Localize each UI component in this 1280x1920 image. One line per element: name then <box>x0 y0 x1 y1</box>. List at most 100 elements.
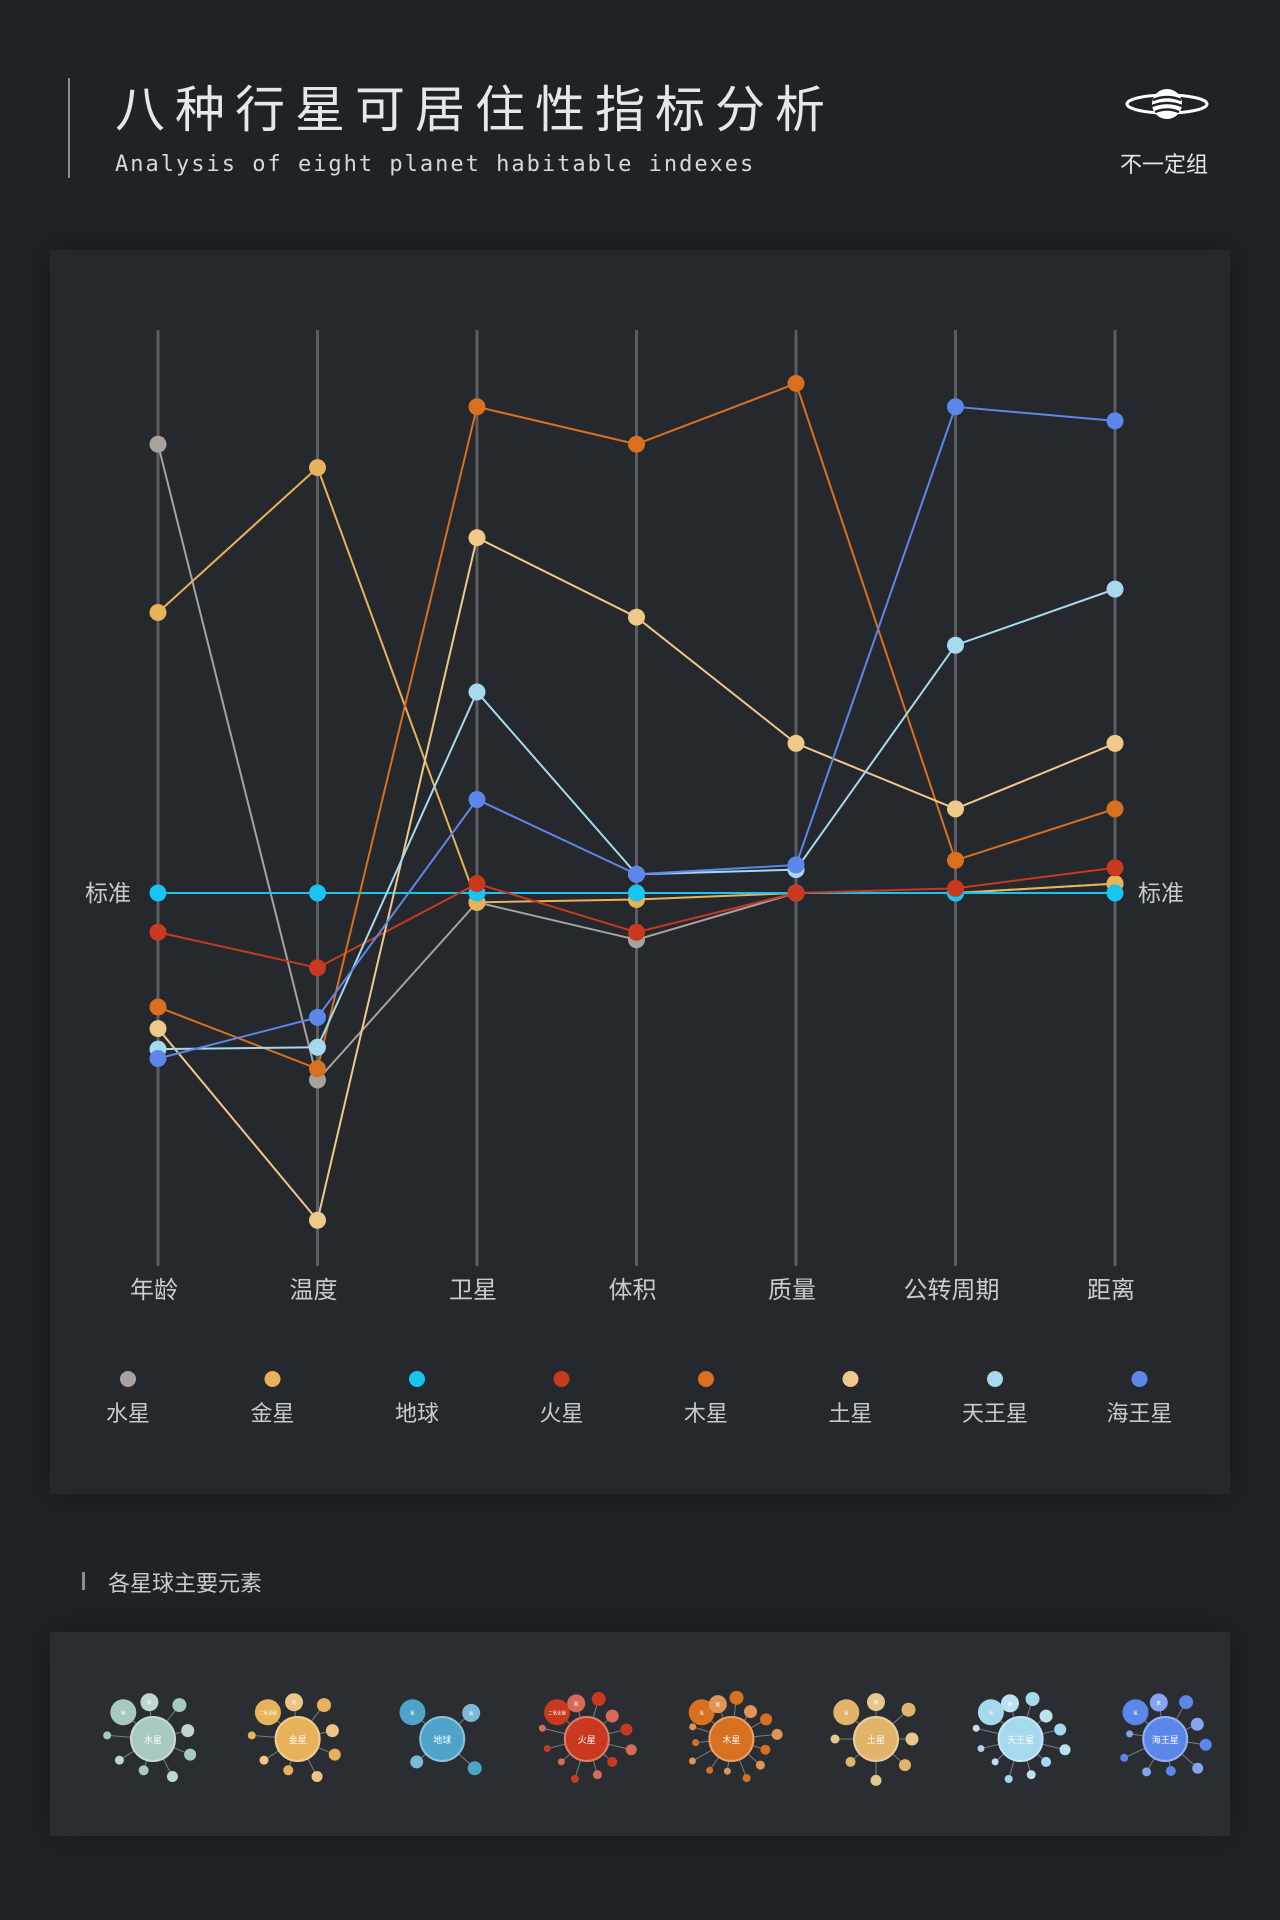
element-bubble-0-1 <box>140 1693 159 1712</box>
element-bubble-4-6 <box>760 1744 771 1755</box>
element-bubble-1-8 <box>247 1731 256 1740</box>
element-bubble-3-6 <box>607 1756 618 1767</box>
element-label-3-1: 氮 <box>574 1700 579 1707</box>
planet-cluster-4: 氢 氦木星 <box>688 1690 783 1783</box>
element-bubble-2-2 <box>467 1761 482 1776</box>
element-bubble-6-11 <box>972 1724 980 1732</box>
axis-label-3: 体积 <box>609 1276 657 1304</box>
element-bubble-4-0 <box>688 1699 715 1726</box>
element-bubble-6-4 <box>1054 1723 1067 1736</box>
element-bubble-3-3 <box>605 1709 619 1723</box>
element-bubble-5-3 <box>905 1732 919 1746</box>
element-label-2-1: 氧 <box>469 1710 474 1717</box>
element-bubble-0-8 <box>103 1731 112 1740</box>
element-bubble-4-2 <box>729 1690 744 1705</box>
point-7-3 <box>628 865 645 883</box>
baseline-label-left: 标准 <box>85 881 131 907</box>
legend-label-5: 土星 <box>828 1402 872 1427</box>
element-bubble-0-0 <box>110 1699 137 1726</box>
planet-cluster-3: 二氧化碳 氮火星 <box>538 1692 637 1783</box>
element-label-7-1: 氦 <box>1157 1700 1162 1707</box>
point-2-6 <box>1106 884 1124 902</box>
element-bubble-4-11 <box>688 1757 696 1765</box>
element-bubble-4-1 <box>708 1695 727 1714</box>
point-4-1 <box>309 1060 326 1078</box>
planet-label-5: 土星 <box>867 1734 885 1746</box>
element-bubble-3-2 <box>591 1692 606 1707</box>
point-3-3 <box>628 923 645 941</box>
element-bubble-7-5 <box>1192 1762 1204 1774</box>
element-bubble-1-0 <box>254 1699 281 1726</box>
planet-label-1: 金星 <box>289 1734 307 1746</box>
point-6-5 <box>947 636 964 654</box>
point-3-5 <box>947 879 964 897</box>
planet-logo-icon <box>1125 89 1209 119</box>
legend-marker-0 <box>120 1371 136 1387</box>
element-bubble-7-8 <box>1120 1753 1129 1762</box>
element-label-3-0: 二氧化碳 <box>548 1709 566 1716</box>
element-bubble-5-7 <box>830 1734 840 1744</box>
axis-label-5: 公转周期 <box>904 1276 1000 1304</box>
element-bubble-6-1 <box>1000 1694 1019 1713</box>
element-bubble-0-4 <box>184 1748 197 1761</box>
element-bubble-7-4 <box>1199 1738 1212 1751</box>
element-bubble-3-4 <box>620 1723 633 1736</box>
point-5-3 <box>628 608 645 626</box>
element-bubble-3-0 <box>544 1699 571 1726</box>
element-bubble-7-2 <box>1179 1695 1194 1710</box>
planet-cluster-5: 氢 氦土星 <box>830 1693 919 1786</box>
planet-cluster-0: 钠 氧水星 <box>103 1693 197 1783</box>
planet-label-2: 地球 <box>433 1734 451 1746</box>
element-bubble-6-0 <box>977 1699 1004 1726</box>
element-bubble-1-3 <box>325 1724 339 1738</box>
planet-bubble-3 <box>563 1716 610 1762</box>
planet-bubble-5 <box>853 1716 899 1762</box>
element-bubble-7-0 <box>1122 1699 1149 1726</box>
element-bubble-6-6 <box>1041 1756 1052 1767</box>
planet-label-7: 海王星 <box>1152 1734 1179 1746</box>
element-bubble-0-2 <box>172 1698 187 1713</box>
point-5-4 <box>787 734 805 752</box>
element-bubble-7-9 <box>1126 1730 1134 1738</box>
element-label-4-1: 氦 <box>716 1701 721 1708</box>
point-2-1 <box>309 884 326 902</box>
axis-label-6: 距离 <box>1087 1276 1135 1304</box>
point-4-2 <box>468 398 486 416</box>
point-7-6 <box>1106 412 1124 430</box>
point-6-1 <box>309 1038 326 1056</box>
planet-bubble-6 <box>997 1716 1044 1762</box>
element-bubble-5-4 <box>898 1759 911 1772</box>
point-4-6 <box>1106 800 1124 818</box>
point-3-0 <box>149 923 167 941</box>
element-bubble-4-8 <box>742 1774 751 1783</box>
chart-panel: 年龄 温度 卫星 体积 质量 公转周期 距离 标准 标准 水星 金星 地球 火星 木星 土星 天王星 海王星 <box>50 250 1230 1494</box>
element-bubble-6-8 <box>1004 1774 1013 1783</box>
planet-bubble-2 <box>419 1716 466 1762</box>
element-bubble-4-4 <box>760 1713 773 1726</box>
element-bubble-2-3 <box>410 1755 424 1769</box>
page-title: 八种行星可居住性指标分析 <box>115 81 835 139</box>
legend-marker-7 <box>1131 1371 1148 1387</box>
element-bubble-1-7 <box>259 1755 269 1765</box>
element-bubble-5-5 <box>870 1774 882 1786</box>
point-4-4 <box>787 374 805 392</box>
element-bubble-1-5 <box>311 1771 323 1783</box>
point-0-0 <box>149 435 167 453</box>
element-bubble-4-10 <box>706 1766 714 1774</box>
element-label-6-1: 氦 <box>1008 1700 1013 1707</box>
section-title: 各星球主要元素 <box>108 1572 263 1597</box>
element-bubble-1-2 <box>316 1698 331 1713</box>
legend-label-3: 火星 <box>539 1402 583 1427</box>
element-bubble-4-5 <box>771 1728 783 1740</box>
element-bubble-7-6 <box>1165 1766 1176 1777</box>
legend-label-7: 海王星 <box>1106 1402 1172 1427</box>
header-accent-line <box>68 78 70 178</box>
element-bubble-6-7 <box>1026 1770 1036 1780</box>
legend-label-4: 木星 <box>684 1402 728 1427</box>
point-3-1 <box>309 959 326 977</box>
point-4-0 <box>149 998 167 1016</box>
element-bubble-3-10 <box>543 1745 551 1753</box>
element-label-2-0: 氮 <box>410 1709 415 1716</box>
